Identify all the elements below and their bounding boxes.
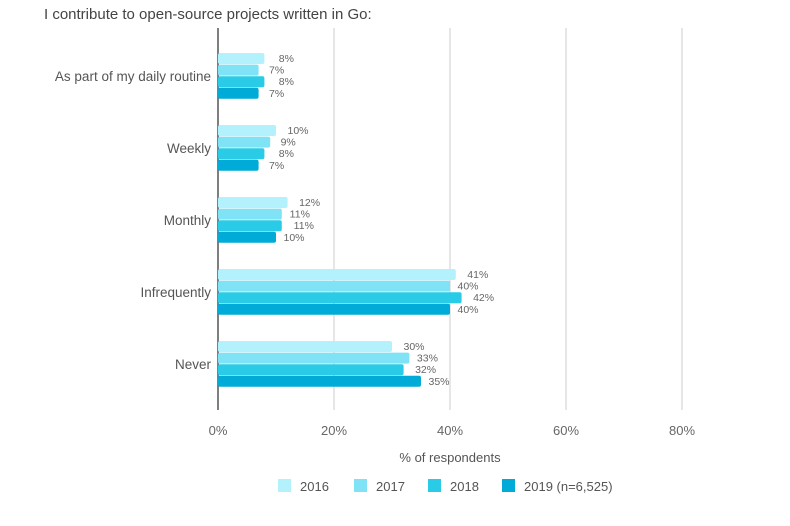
data-label: 35% [428, 376, 449, 388]
bar [218, 76, 265, 88]
bar [218, 148, 265, 160]
data-label: 8% [279, 53, 294, 65]
bar [218, 231, 276, 243]
data-label: 30% [403, 341, 424, 353]
data-label: 9% [281, 137, 296, 149]
bar [218, 53, 265, 64]
data-label: 11% [294, 220, 314, 232]
data-label: 7% [269, 160, 284, 172]
data-label: 11% [290, 209, 310, 221]
bar [218, 292, 462, 304]
bar [218, 269, 456, 280]
data-label: 33% [417, 353, 438, 365]
bar [218, 87, 259, 99]
x-tick-label: 60% [553, 423, 579, 438]
bar [218, 125, 276, 136]
data-label: 41% [467, 269, 488, 281]
x-tick-label: 0% [209, 423, 228, 438]
legend-swatch [278, 479, 291, 492]
category-label: As part of my daily routine [55, 69, 211, 84]
data-label: 7% [269, 65, 284, 77]
bar [218, 303, 450, 315]
data-label: 32% [415, 364, 436, 376]
bars: 8%7%8%7%10%9%8%7%12%11%11%10%41%40%42%40… [218, 53, 494, 388]
legend-label: 2019 (n=6,525) [524, 479, 613, 494]
category-label: Weekly [167, 141, 211, 156]
category-label: Monthly [164, 213, 212, 228]
x-tick-labels: 0% 20% 40% 60% 80% [209, 423, 696, 438]
bar [218, 197, 288, 208]
bar [218, 280, 450, 292]
legend-label: 2018 [450, 479, 479, 494]
category-labels: As part of my daily routine Weekly Monthly… [55, 69, 212, 372]
legend-swatch [502, 479, 515, 492]
legend-label: 2017 [376, 479, 405, 494]
x-tick-label: 20% [321, 423, 347, 438]
legend-swatch [428, 479, 441, 492]
x-axis-title: % of respondents [399, 450, 501, 465]
bar [218, 220, 282, 232]
data-label: 12% [299, 197, 320, 209]
data-label: 42% [473, 292, 494, 304]
data-label: 8% [279, 76, 294, 88]
legend-swatch [354, 479, 367, 492]
bar [218, 364, 404, 376]
data-label: 10% [283, 232, 304, 244]
bar [218, 64, 259, 76]
legend: 2016 2017 2018 2019 (n=6,525) [278, 479, 613, 494]
bar [218, 159, 259, 171]
chart-title: I contribute to open-source projects wri… [44, 6, 372, 23]
bar [218, 375, 421, 387]
data-label: 40% [457, 304, 478, 316]
data-label: 8% [279, 148, 294, 160]
data-label: 10% [287, 125, 308, 137]
x-tick-label: 40% [437, 423, 463, 438]
legend-label: 2016 [300, 479, 329, 494]
bar [218, 208, 282, 220]
bar [218, 136, 271, 148]
category-label: Infrequently [140, 285, 211, 300]
category-label: Never [175, 357, 212, 372]
data-label: 7% [269, 88, 284, 100]
bar [218, 341, 392, 352]
x-tick-label: 80% [669, 423, 695, 438]
data-label: 40% [457, 281, 478, 293]
bar [218, 352, 410, 364]
